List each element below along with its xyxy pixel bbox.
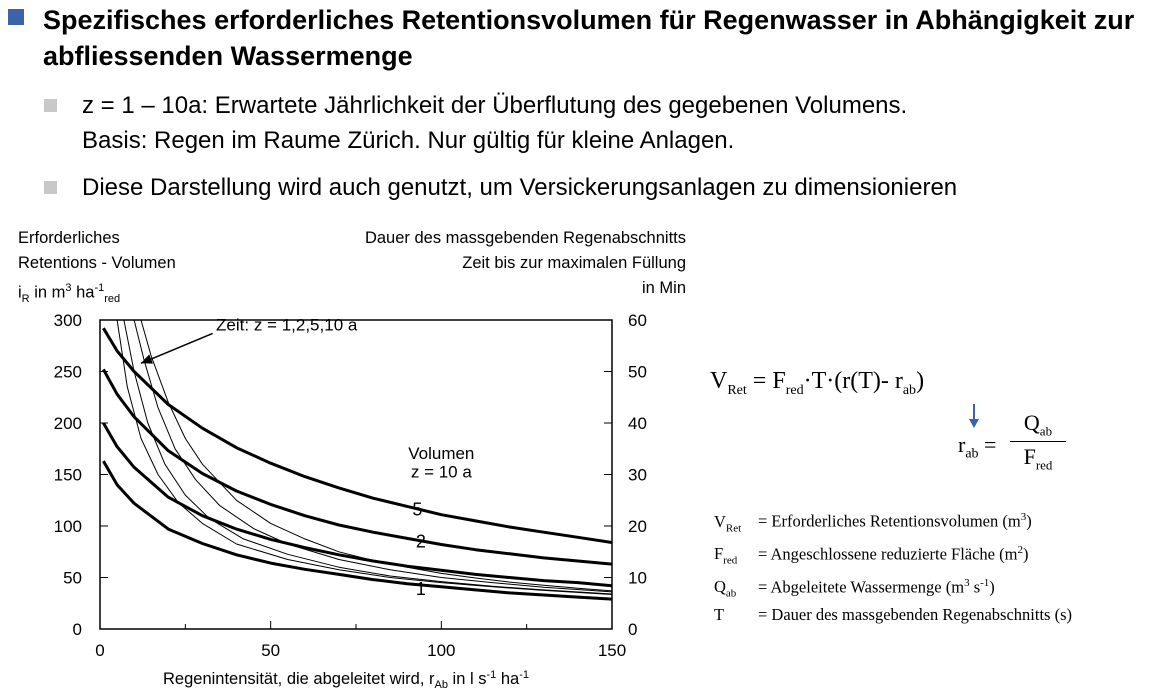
y2-tick-label: 50 <box>628 363 647 382</box>
y2-tick-label: 10 <box>628 569 647 588</box>
sub-bullet-icon <box>44 181 57 194</box>
time-curve-5 <box>133 320 612 593</box>
retention-chart: 0 50 100 150 200 250 300 0 10 20 30 40 50 60 0 50 100 150… <box>54 311 647 691</box>
y2-tick-label: 20 <box>628 517 647 536</box>
formula-main: VRet = Fred·T·(r(T)- rab) <box>710 368 925 398</box>
left-axis-title-line-2: Retentions - Volumen <box>18 254 176 272</box>
y2-tick-label: 30 <box>628 466 647 485</box>
y2-tick-label: 60 <box>628 311 647 330</box>
symbol-legend: VRet = Erforderliches Retentionsvolumen (… <box>714 506 1072 626</box>
left-axis-title-line-1: Erforderliches <box>18 229 120 247</box>
left-axis-title-unit: iR in m3 ha-1red <box>18 282 121 305</box>
arrow-down-icon <box>969 404 979 428</box>
volume-curve-1 <box>102 368 612 566</box>
annotation-arrowhead-icon <box>141 354 153 364</box>
y-tick-label: 200 <box>54 414 82 433</box>
time-curve-7 <box>116 320 612 595</box>
y-tick-label: 250 <box>54 363 82 382</box>
right-axis-title-line-2: Zeit bis zur maximalen Füllung <box>462 254 686 272</box>
x-tick-label: 50 <box>261 641 280 660</box>
y2-tick-label: 40 <box>628 414 647 433</box>
time-curve-4 <box>140 320 612 592</box>
bullet-1-line-2: Basis: Regen im Raume Zürich. Nur gültig… <box>82 127 735 154</box>
y2-tick-label: 0 <box>628 620 637 639</box>
y-tick-label: 100 <box>54 517 82 536</box>
x-tick-label: 100 <box>427 641 455 660</box>
x-tick-label: 0 <box>95 641 104 660</box>
volume-curve-3 <box>102 460 612 601</box>
y-tick-label: 0 <box>73 620 82 639</box>
formula-rab: rab = <box>958 432 997 462</box>
fraction-bar <box>1010 441 1066 443</box>
sub-bullet-icon <box>44 99 57 112</box>
time-curve-6 <box>123 320 612 595</box>
y-tick-label: 300 <box>54 311 82 330</box>
bullet-1-line-1: z = 1 – 10a: Erwartete Jährlichkeit der … <box>82 92 908 119</box>
volume-curve-0 <box>102 327 612 544</box>
right-axis-title-line-3: in Min <box>641 279 686 297</box>
volume-curve-2 <box>102 422 612 588</box>
chart-annotation-2: 5 <box>412 500 422 520</box>
bullet-2-line-1: Diese Darstellung wird auch genutzt, um … <box>82 174 958 201</box>
chart-annotation-4: 1 <box>416 579 426 599</box>
chart-annotation-3: 2 <box>416 532 426 552</box>
chart-annotation-1: z = 10 a <box>411 463 473 482</box>
legend-row-qab: Qab = Abgeleitete Wassermenge (m3 s-1) <box>714 576 995 600</box>
slide-title: Spezifisches erforderliches Retentionsvo… <box>43 5 1135 71</box>
title-bullet-icon <box>8 9 24 25</box>
x-tick-label: 150 <box>598 641 626 660</box>
annotation-arrow-line <box>140 332 213 364</box>
legend-row-vret: VRet = Erforderliches Retentionsvolumen (… <box>714 511 1032 534</box>
y-tick-label: 150 <box>54 466 82 485</box>
y-tick-label: 50 <box>63 569 82 588</box>
fraction-denominator: Fred <box>1023 444 1053 473</box>
right-axis-title-line-1: Dauer des massgebenden Regenabschnitts <box>364 229 686 247</box>
legend-row-t: T = Dauer des massgebenden Regenabschnitt… <box>714 605 1073 625</box>
legend-row-fred: Fred = Angeschlossene reduzierte Fläche (… <box>714 543 1029 567</box>
fraction-numerator: Qab <box>1023 410 1053 439</box>
plot-frame <box>99 319 613 630</box>
formula-fraction: Qab Fred <box>1010 410 1066 474</box>
chart-annotation-0: Volumen <box>408 444 474 463</box>
chart-annotation-5: Zeit: z = 1,2,5,10 a <box>216 315 358 334</box>
x-axis-title: Regenintensität, die abgeleitet wird, rA… <box>163 669 529 691</box>
